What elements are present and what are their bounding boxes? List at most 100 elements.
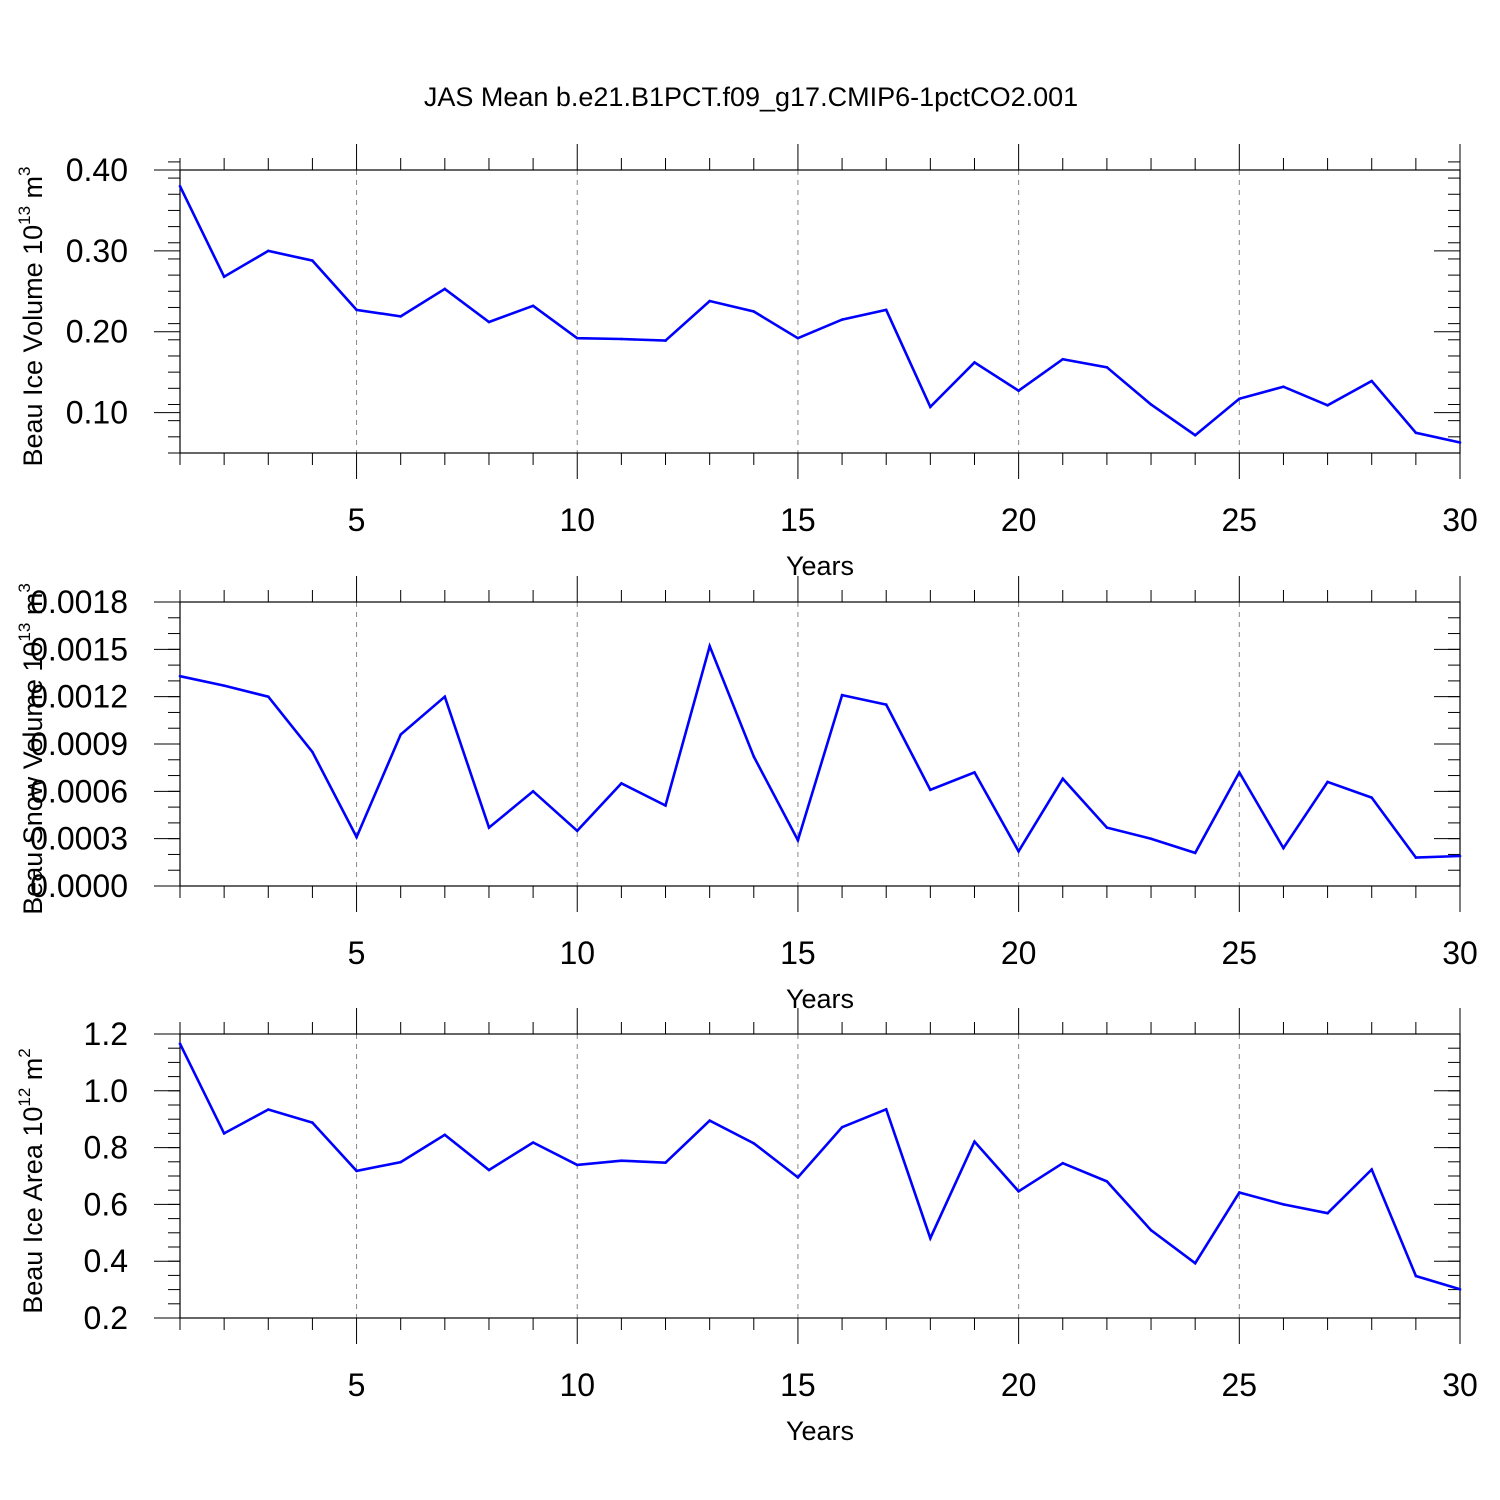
plot-frame <box>179 601 1461 887</box>
data-point <box>487 826 491 829</box>
data-point <box>222 1132 226 1135</box>
y-axis-label-part <box>18 1080 48 1088</box>
x-tick-label: 25 <box>1222 935 1258 971</box>
data-point <box>1370 379 1374 383</box>
data-point <box>531 1141 535 1144</box>
data-point <box>929 1236 932 1240</box>
y-tick-label: 1.0 <box>84 1073 128 1109</box>
data-point <box>178 1042 182 1045</box>
data-point <box>1017 1190 1020 1193</box>
y-axis-label: Beau Ice Volume 1013 m3 <box>15 166 48 466</box>
panel-3: 5 10 15 20 25 30 0.2 0.4 0.6 0.8 1.0 1.2 Years Beau I… <box>15 1008 1478 1446</box>
data-point <box>664 1161 667 1164</box>
data-point <box>1414 1274 1418 1278</box>
x-tick-label: 5 <box>348 1367 366 1403</box>
x-tick-label: 10 <box>559 935 595 971</box>
data-point <box>443 287 447 291</box>
data-point <box>355 1169 358 1173</box>
data-point <box>884 703 888 706</box>
x-tick-label: 30 <box>1442 1367 1478 1403</box>
x-tick-label: 20 <box>1001 935 1037 971</box>
y-axis-label-part: 13 <box>15 206 34 225</box>
data-point <box>752 755 756 758</box>
x-tick-label: 10 <box>559 502 595 538</box>
y-axis-label-part: Beau Ice Area 10 <box>18 1107 48 1314</box>
y-tick-label: 0.0003 <box>30 821 128 857</box>
x-tick-label: 15 <box>780 1367 816 1403</box>
data-point <box>796 336 800 340</box>
data-point <box>1061 777 1065 781</box>
data-point <box>178 674 182 678</box>
data-point <box>884 1107 888 1111</box>
data-point <box>840 318 844 321</box>
data-point <box>1282 846 1285 850</box>
data-point <box>1193 851 1197 855</box>
y-axis-label-part: Beau Snow Volume 10 <box>18 642 48 915</box>
y-tick-label: 0.10 <box>66 395 128 431</box>
data-point <box>973 361 976 364</box>
data-point <box>1193 1261 1197 1265</box>
plot-frame <box>179 169 1461 454</box>
data-point <box>311 259 314 262</box>
y-axis-label-part <box>18 615 48 623</box>
data-point <box>1326 403 1329 407</box>
data-point <box>266 695 270 698</box>
data-point <box>620 1159 623 1162</box>
data-point <box>620 337 623 341</box>
data-point <box>1017 389 1020 393</box>
data-point <box>443 1133 447 1137</box>
y-axis-label-part: 3 <box>15 166 34 175</box>
y-tick-label: 0.30 <box>66 233 128 269</box>
y-axis-label-part: 12 <box>15 1088 34 1107</box>
data-point <box>620 782 623 785</box>
data-point <box>752 1142 756 1145</box>
data-point <box>752 310 756 313</box>
y-tick-label: 0.2 <box>84 1300 128 1336</box>
y-tick-label: 0.20 <box>66 314 128 350</box>
x-tick-label: 15 <box>780 935 816 971</box>
data-point <box>973 771 976 774</box>
data-point <box>664 804 667 807</box>
y-axis-label-part: 3 <box>15 583 34 592</box>
data-point <box>399 315 402 318</box>
figure-title: JAS Mean b.e21.B1PCT.f09_g17.CMIP6-1pctC… <box>424 82 1078 112</box>
y-axis-label: Beau Ice Area 1012 m2 <box>15 1048 48 1314</box>
data-point <box>1238 397 1241 401</box>
y-tick-label: 0.0015 <box>30 631 128 667</box>
data-point <box>222 275 226 279</box>
panel-2: 5 10 15 20 25 30 0.0000 0.0003 0.0006 0.0009 0.001… <box>15 576 1478 1014</box>
data-point <box>355 835 358 839</box>
y-axis-label-part: m <box>18 176 48 199</box>
data-point <box>222 684 226 687</box>
data-point <box>840 1125 844 1129</box>
data-point <box>1238 1191 1241 1194</box>
data-point <box>884 308 888 312</box>
x-tick-label: 5 <box>348 935 366 971</box>
y-tick-label: 0.40 <box>66 152 128 188</box>
x-tick-label: 25 <box>1222 1367 1258 1403</box>
data-point <box>1149 837 1153 840</box>
data-point <box>355 308 358 312</box>
x-tick-label: 30 <box>1442 502 1478 538</box>
data-point <box>1326 780 1329 784</box>
y-tick-label: 0.0006 <box>30 773 128 809</box>
data-point <box>1458 854 1462 858</box>
y-axis-label-part: Beau Ice Volume 10 <box>18 225 48 467</box>
data-point <box>399 733 402 736</box>
data-point <box>178 184 182 188</box>
y-tick-label: 0.0009 <box>30 726 128 762</box>
y-axis-label-part: m <box>18 593 48 616</box>
data-point <box>929 788 932 792</box>
data-point <box>708 1119 711 1122</box>
x-tick-label: 20 <box>1001 1367 1037 1403</box>
data-point <box>1061 1161 1065 1165</box>
data-point <box>531 790 535 793</box>
x-tick-label: 15 <box>780 502 816 538</box>
data-point <box>575 336 579 340</box>
data-point <box>1282 385 1285 388</box>
data-point <box>1149 1228 1153 1232</box>
y-axis-label-part: 2 <box>15 1048 34 1057</box>
y-axis-label: Beau Snow Volume 1013 m3 <box>15 583 48 915</box>
